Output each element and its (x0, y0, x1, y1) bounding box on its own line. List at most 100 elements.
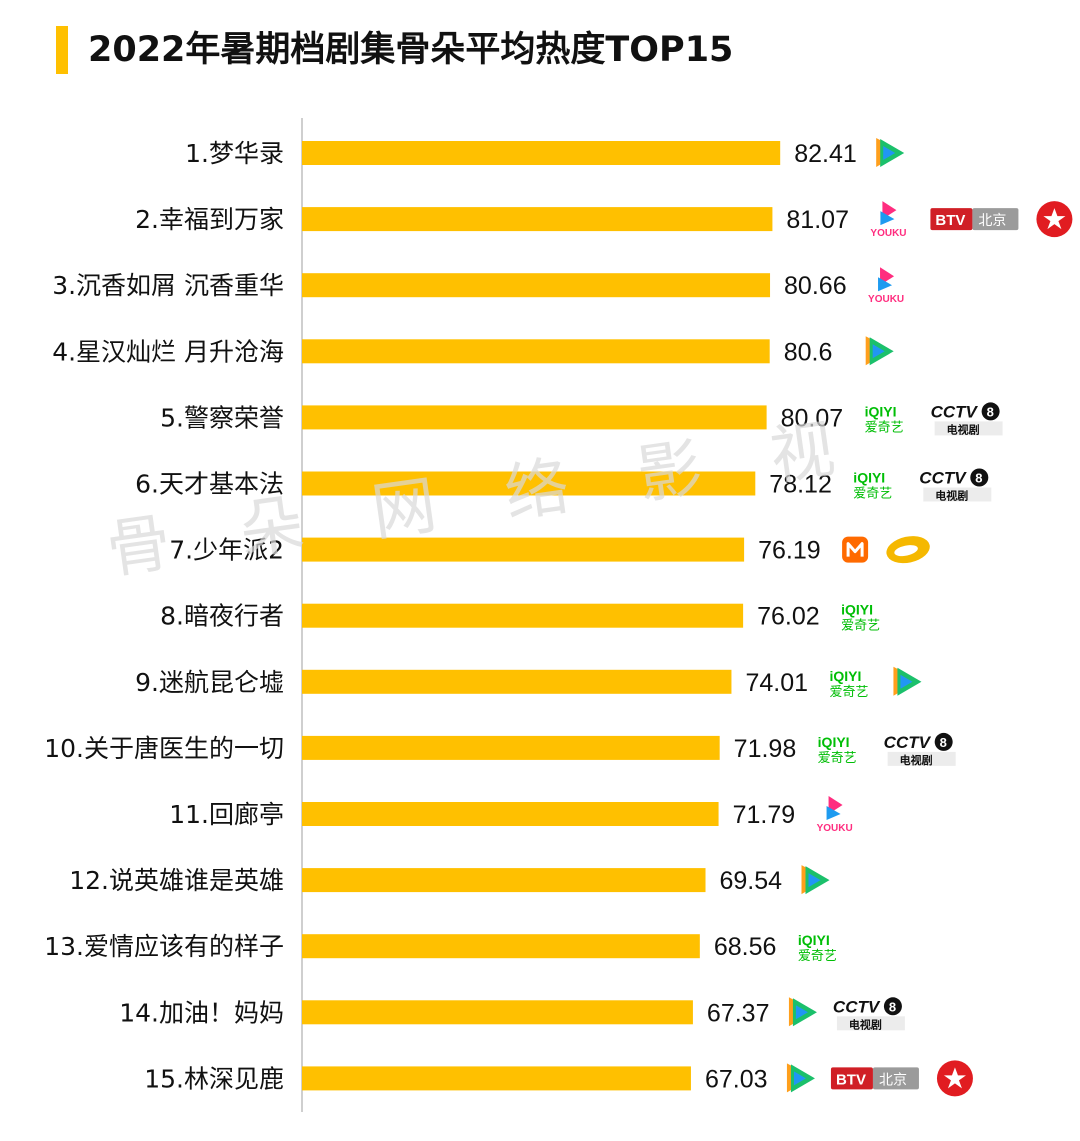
btv-logo: BTV 北京 (930, 208, 1019, 231)
category-label: 8.暗夜行者 (160, 602, 284, 631)
iqiyi-logo-text: iQIYI (865, 403, 897, 419)
tencent-video-icon (876, 138, 905, 167)
cctv-subtitle: 电视剧 (947, 422, 980, 436)
tencent-video-icon (788, 997, 817, 1027)
cctv-logo-text: CCTV (931, 402, 979, 421)
value-label: 80.07 (781, 404, 844, 432)
bar (302, 802, 719, 826)
value-label: 76.19 (758, 537, 821, 565)
bar (302, 339, 770, 364)
cctv-logo-text: CCTV (919, 469, 967, 488)
iqiyi-logo-subtext: 爱奇艺 (865, 419, 904, 435)
cctv-channel-number: 8 (940, 735, 947, 750)
btv-beijing-text: 北京 (879, 1072, 907, 1088)
iqiyi-logo-subtext: 爱奇艺 (853, 486, 892, 502)
bar (302, 141, 781, 165)
category-label: 4.星汉灿烂 月升沧海 (52, 337, 284, 366)
bar (302, 537, 745, 562)
iqiyi-logo-text: iQIYI (798, 932, 830, 948)
bar (302, 868, 706, 893)
value-label: 80.66 (784, 272, 847, 300)
tencent-video-icon (865, 336, 894, 366)
value-label: 67.37 (707, 999, 770, 1027)
bar-row: 14.加油！妈妈 67.37 CCTV 8 电视剧 (119, 997, 905, 1031)
value-label: 68.56 (714, 933, 777, 961)
value-label: 69.54 (720, 867, 783, 895)
category-label: 1.梦华录 (185, 139, 284, 168)
category-label: 6.天才基本法 (135, 470, 284, 499)
bar-row: 3.沉香如屑 沉香重华 80.66 YOUKU (52, 267, 904, 305)
mango-tv-icon (842, 536, 869, 563)
hunan-tv-icon (886, 536, 930, 564)
bar (302, 1000, 693, 1025)
category-label: 14.加油！妈妈 (119, 998, 284, 1027)
bar (302, 603, 744, 628)
iqiyi-logo-subtext: 爱奇艺 (841, 618, 880, 634)
cctv-logo-text: CCTV (833, 997, 881, 1016)
bar (302, 207, 773, 232)
value-label: 82.41 (794, 140, 857, 168)
cctv8-logo: CCTV 8 电视剧 (919, 468, 992, 503)
tencent-video-icon (786, 1063, 815, 1093)
value-label: 76.02 (757, 603, 820, 631)
youku-icon: YOUKU (868, 267, 904, 305)
bar (302, 405, 767, 430)
bar (302, 934, 700, 959)
chart-title: 2022年暑期档剧集骨朵平均热度TOP15 (88, 30, 734, 70)
bar-row: 15.林深见鹿 67.03 BTV 北京 (144, 1060, 973, 1097)
bar-row: 7.少年派2 76.19 (169, 536, 930, 565)
value-label: 80.6 (784, 338, 833, 366)
category-label: 11.回廊亭 (169, 800, 284, 829)
bar (302, 669, 732, 694)
value-label: 71.79 (733, 801, 796, 829)
category-label: 5.警察荣誉 (160, 403, 284, 432)
youku-logo-text: YOUKU (870, 228, 906, 239)
iqiyi-logo-subtext: 爱奇艺 (829, 684, 868, 700)
value-label: 71.98 (734, 735, 797, 763)
value-label: 81.07 (786, 206, 849, 234)
iqiyi-logo-text: iQIYI (853, 470, 885, 486)
cctv8-logo: CCTV 8 电视剧 (833, 997, 905, 1031)
cctv-channel-number: 8 (975, 471, 982, 486)
btv-logo: BTV 北京 (830, 1067, 919, 1090)
iqiyi-logo-text: iQIYI (841, 602, 873, 618)
bar (302, 471, 756, 496)
youku-icon: YOUKU (817, 796, 853, 834)
iqiyi-logo-subtext: 爱奇艺 (798, 948, 837, 964)
category-label: 12.说英雄谁是英雄 (69, 866, 284, 895)
category-label: 9.迷航昆仑墟 (135, 668, 284, 697)
bar (302, 1066, 691, 1091)
cctv8-logo: CCTV 8 电视剧 (884, 732, 956, 767)
youku-logo-text: YOUKU (817, 823, 853, 834)
bar-row: 4.星汉灿烂 月升沧海 80.6 (52, 336, 894, 366)
value-label: 74.01 (745, 669, 808, 697)
iqiyi-logo-text: iQIYI (818, 734, 850, 750)
category-label: 10.关于唐医生的一切 (44, 734, 284, 763)
title-accent-bar (56, 26, 68, 74)
bar (302, 273, 771, 298)
value-label: 78.12 (769, 471, 832, 499)
btv-beijing-text: 北京 (978, 213, 1006, 229)
cctv-logo-text: CCTV (884, 733, 932, 752)
bar (302, 735, 720, 760)
bar-row: 12.说英雄谁是英雄 69.54 (69, 865, 830, 895)
category-label: 13.爱情应该有的样子 (44, 932, 284, 961)
youku-icon: YOUKU (870, 201, 907, 239)
iqiyi-logo-text: iQIYI (829, 668, 861, 684)
iqiyi-logo-subtext: 爱奇艺 (818, 750, 857, 766)
cctv-subtitle: 电视剧 (935, 489, 968, 503)
category-label: 2.幸福到万家 (135, 205, 284, 234)
cctv-subtitle: 电视剧 (849, 1017, 882, 1031)
value-label: 67.03 (705, 1065, 768, 1093)
bar-row: 1.梦华录 82.41 (185, 138, 905, 168)
cctv8-logo: CCTV 8 电视剧 (931, 402, 1003, 436)
